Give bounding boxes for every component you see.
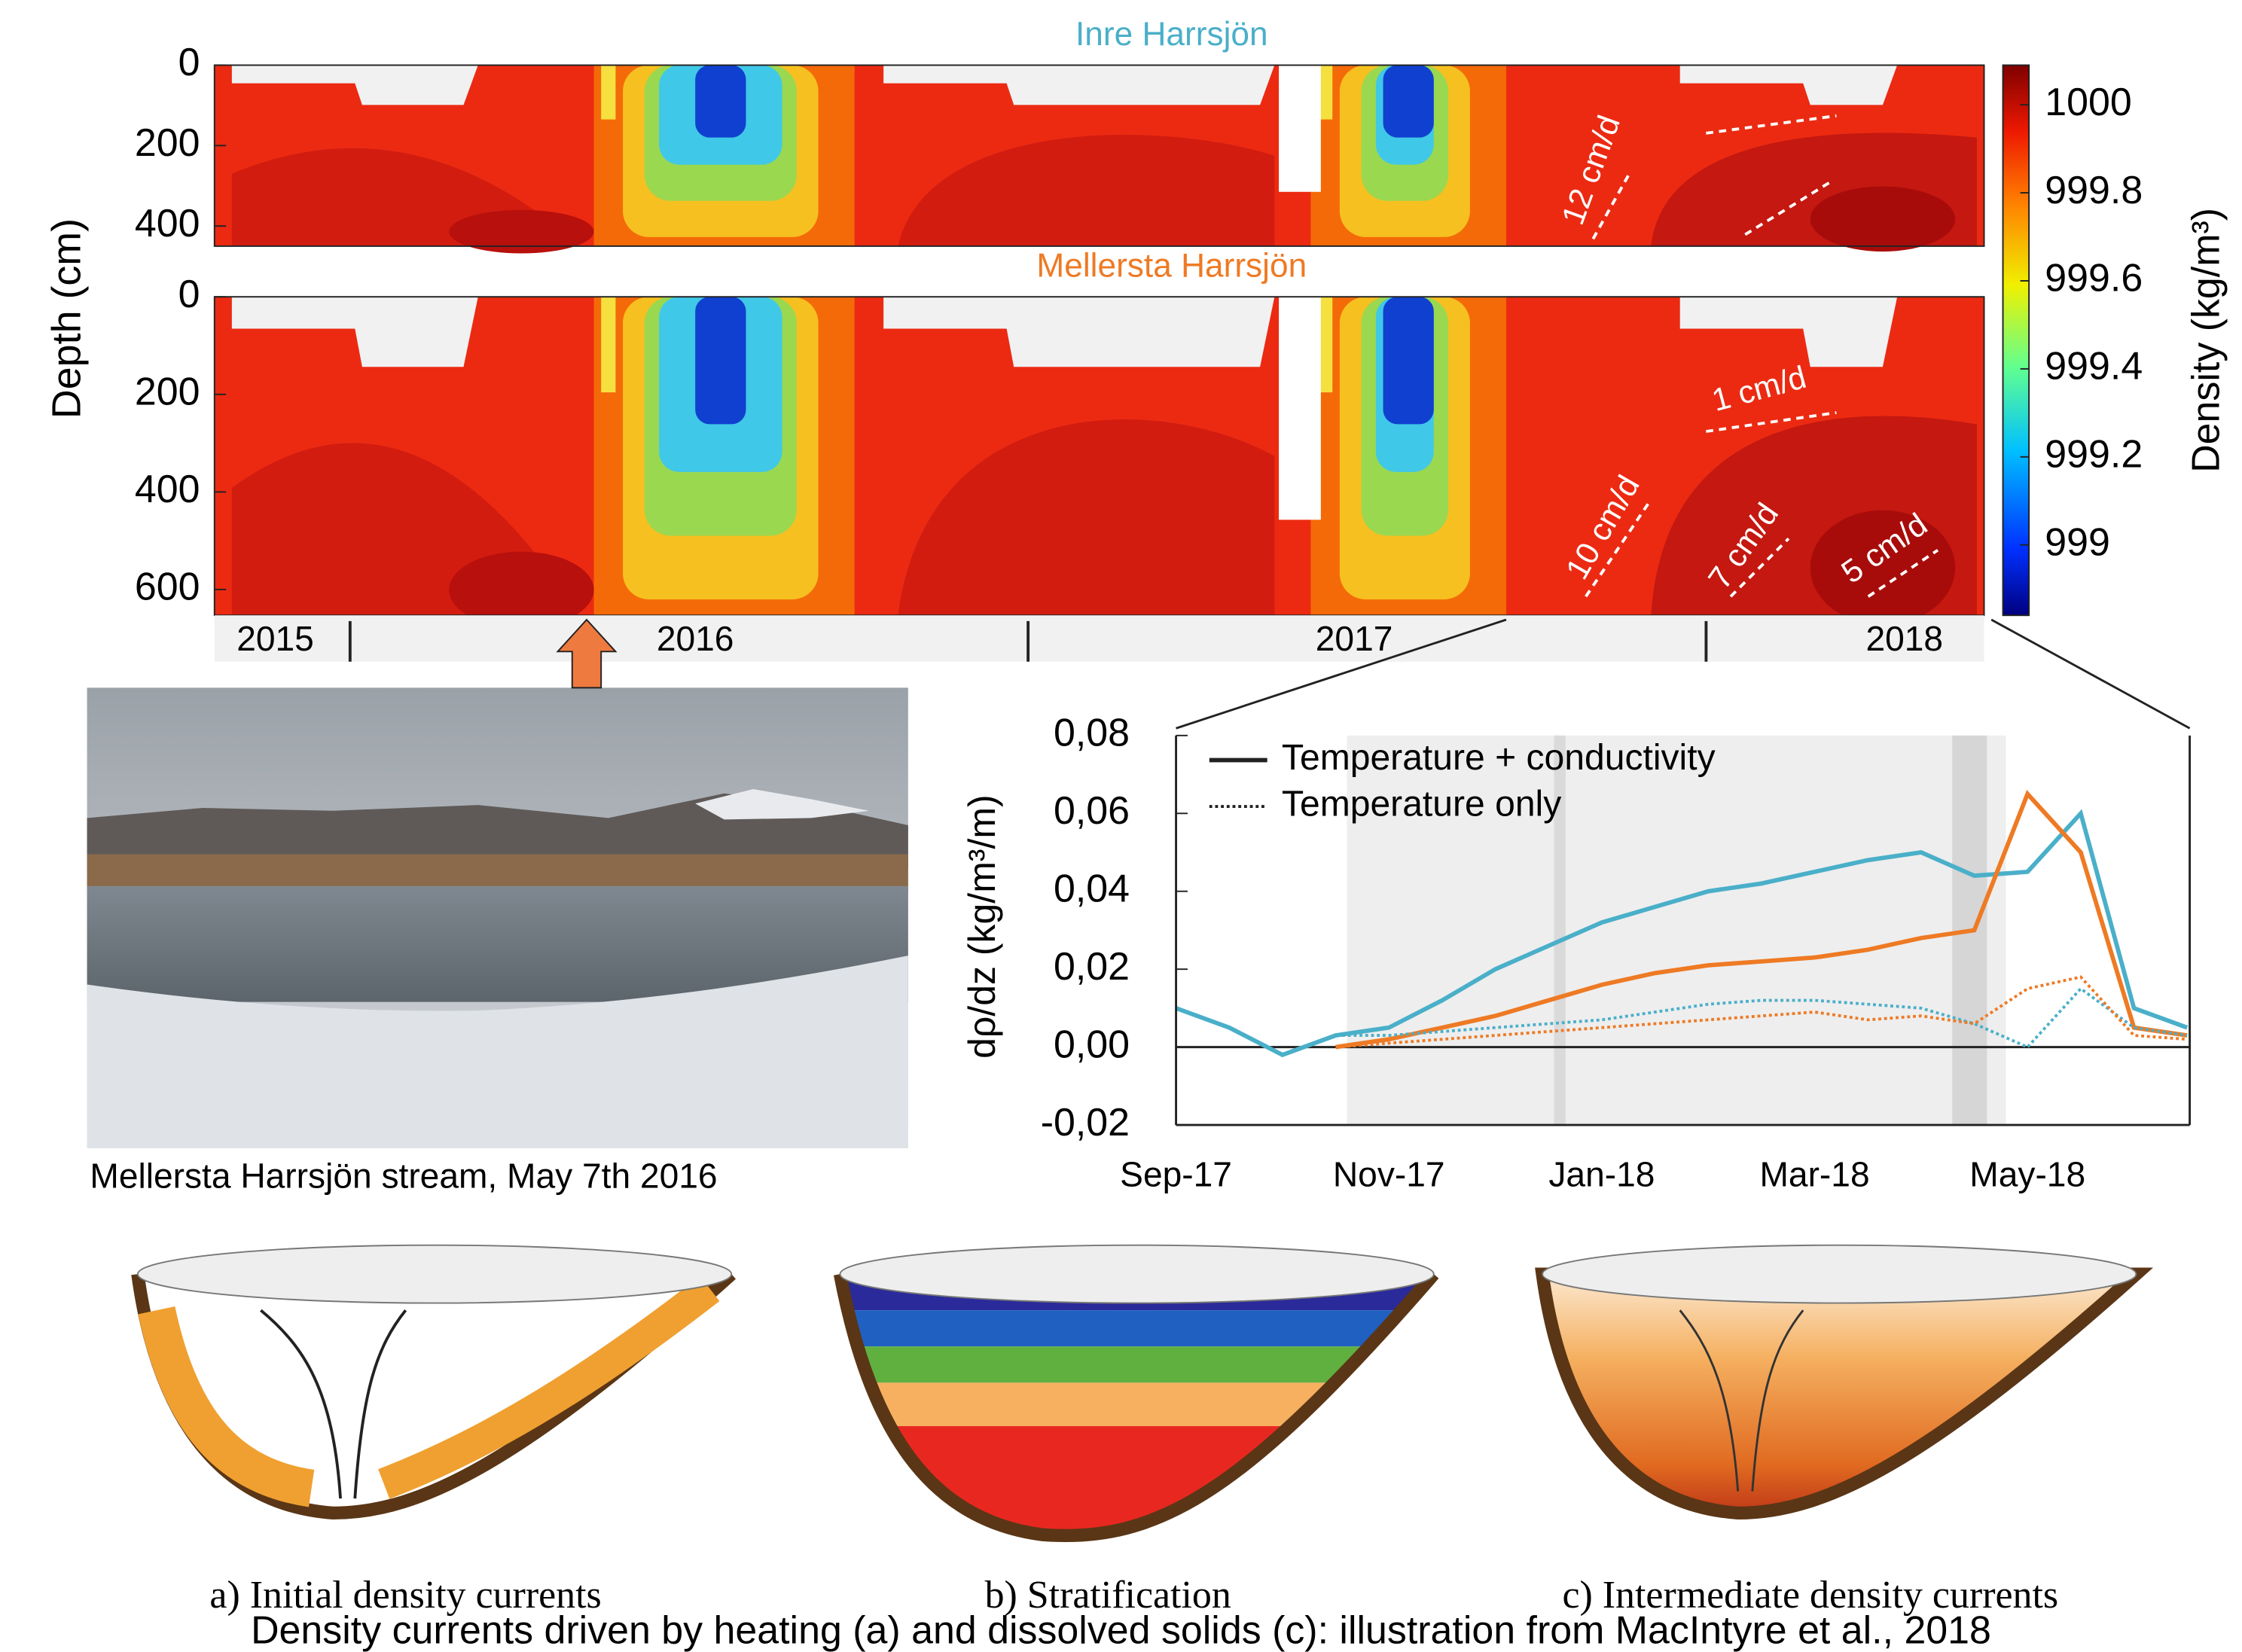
illustrations: [138, 1245, 2137, 1556]
bloom: [601, 66, 615, 120]
photo-caption: Mellersta Harrsjön stream, May 7th 2016: [90, 1156, 717, 1195]
rim-b: [840, 1245, 1433, 1303]
stratum: [825, 1310, 1448, 1346]
zoom-connector: [1991, 620, 2189, 728]
x-tick-label: 2017: [1316, 619, 1393, 658]
x-tick-label: Sep-17: [1120, 1154, 1232, 1193]
y-tick-label: 0,08: [1054, 712, 1130, 755]
stratum: [825, 1382, 1448, 1426]
figure-caption: Density currents driven by heating (a) a…: [251, 1609, 1991, 1652]
y-tick-label: 0,00: [1054, 1023, 1130, 1066]
x-tick-label: 2016: [657, 619, 734, 658]
y-tick-label: 200: [135, 121, 200, 165]
y-tick-label: 0: [178, 273, 200, 316]
y-tick-label: -0,02: [1041, 1101, 1130, 1145]
field-darkest: [449, 210, 593, 254]
bloom: [1383, 297, 1434, 424]
x-tick-label: 2015: [236, 619, 314, 658]
x-tick-label: Mar-18: [1760, 1154, 1870, 1193]
y-tick-label: 400: [135, 202, 200, 245]
y-tick-label: 600: [135, 565, 200, 609]
photo: [87, 687, 908, 1148]
figure: 12 cm/d1 cm/d10 cm/d7 cm/d5 cm/d Inre Ha…: [0, 0, 2242, 1652]
photo-shrubs: [87, 854, 908, 890]
x-tick-label: May-18: [1969, 1154, 2085, 1193]
y-tick-label: 0: [178, 41, 200, 84]
x-tick-label: 2018: [1865, 619, 1943, 658]
rim-c: [1542, 1245, 2136, 1303]
y-tick-label: 200: [135, 370, 200, 413]
legend-label: Temperature + conductivity: [1282, 737, 1716, 778]
data-gap: [1279, 297, 1321, 520]
data-gap: [1279, 66, 1321, 192]
bloom: [695, 66, 746, 138]
stratum: [825, 1426, 1448, 1556]
bloom: [601, 297, 615, 392]
panel-title: Mellersta Harrsjön: [1036, 247, 1307, 284]
colorbar-tick-label: 999: [2045, 520, 2110, 564]
colorbar-tick-label: 999.4: [2045, 345, 2143, 389]
bloom: [1383, 66, 1434, 138]
bloom: [695, 297, 746, 424]
x-tick-label: Nov-17: [1333, 1154, 1445, 1193]
colorbar-tick-label: 999.6: [2045, 257, 2143, 300]
y-axis-label: dρ/dz (kg/m³/m): [961, 794, 1003, 1059]
y-axis-label: Depth (cm): [44, 218, 90, 419]
y-tick-label: 400: [135, 468, 200, 511]
colorbar-tick-label: 1000: [2045, 81, 2131, 124]
bowl-c: [1542, 1274, 2136, 1513]
x-axis-band: [215, 615, 1984, 662]
colorbar: [2003, 66, 2030, 616]
colorbar-tick-label: 999.2: [2045, 433, 2143, 477]
panel-title: Inre Harrsjön: [1075, 16, 1268, 53]
colorbar-tick-label: 999.8: [2045, 169, 2143, 212]
legend-label: Temperature only: [1282, 784, 1561, 824]
x-tick-label: Jan-18: [1548, 1154, 1655, 1193]
y-tick-label: 0,02: [1054, 945, 1130, 989]
colorbar-label: Density (kg/m³): [2184, 208, 2228, 473]
field-darkest: [1810, 187, 1955, 252]
y-tick-label: 0,04: [1054, 867, 1130, 910]
rim-a: [138, 1245, 731, 1303]
y-tick-label: 0,06: [1054, 789, 1130, 833]
page: 12 cm/d1 cm/d10 cm/d7 cm/d5 cm/d Inre Ha…: [0, 0, 2242, 1652]
